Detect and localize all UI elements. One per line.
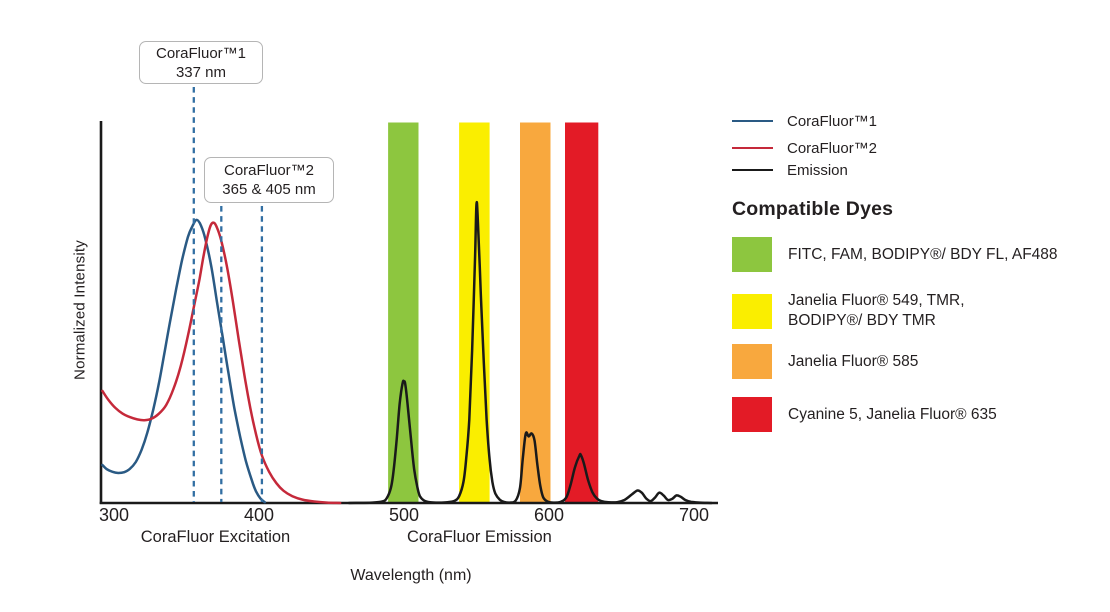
x-tick-500: 500	[388, 505, 420, 525]
annotation-title: CoraFluor™2	[223, 162, 315, 179]
axis-section-label-1: CoraFluor Emission	[406, 528, 552, 546]
dye-row-red: Cyanine 5, Janelia Fluor® 635	[732, 397, 997, 432]
series-legend: CoraFluor™1 CoraFluor™2 Emission	[732, 112, 877, 188]
legend-label-corafluor2: CoraFluor™2	[787, 139, 878, 157]
x-tick-700: 700	[678, 505, 710, 525]
y-axis-label: Normalized Intensity	[71, 240, 89, 380]
annotation-title: CoraFluor™1	[155, 44, 247, 62]
legend-item-corafluor1: CoraFluor™1	[732, 112, 877, 130]
yellow-swatch-icon	[732, 293, 772, 329]
dye-row-orange: Janelia Fluor® 585	[732, 344, 918, 379]
dye-row-green: FITC, FAM, BODIPY®/ BDY FL, AF488	[732, 237, 1058, 272]
compatible-dyes-heading: Compatible Dyes	[732, 198, 894, 220]
blue-line-sample-icon	[732, 120, 773, 122]
x-tick-300: 300	[98, 505, 130, 525]
annotation-corafluor1-337nm: CoraFluor™1 337 nm	[139, 41, 263, 84]
emission-band-green	[388, 122, 419, 503]
orange-swatch-icon	[732, 344, 772, 379]
legend-item-corafluor2: CoraFluor™2	[732, 139, 877, 157]
legend-label-corafluor1: CoraFluor™1	[787, 112, 878, 130]
legend-label-emission: Emission	[787, 161, 848, 179]
x-axis-label: Wavelength (nm)	[350, 567, 472, 584]
dye-label-yellow: Janelia Fluor® 549, TMR, BODIPY®/ BDY TM…	[788, 292, 965, 329]
dye-row-yellow: Janelia Fluor® 549, TMR, BODIPY®/ BDY TM…	[732, 291, 965, 331]
green-swatch-icon	[732, 237, 772, 272]
x-tick-600: 600	[533, 505, 565, 525]
axis-section-label-0: CoraFluor Excitation	[140, 528, 291, 546]
dye-label-orange: Janelia Fluor® 585	[788, 352, 919, 370]
black-line-sample-icon	[732, 169, 773, 171]
red-swatch-icon	[732, 397, 772, 432]
corafluor1-excitation-curve	[101, 218, 267, 504]
dye-label-green: FITC, FAM, BODIPY®/ BDY FL, AF488	[788, 245, 1058, 263]
red-line-sample-icon	[732, 147, 773, 149]
annotation-wavelength: 365 & 405 nm	[222, 181, 316, 198]
emission-curve	[347, 200, 713, 505]
x-tick-400: 400	[243, 505, 275, 525]
annotation-corafluor2-365-405nm: CoraFluor™2 365 & 405 nm	[204, 157, 334, 203]
corafluor2-excitation-curve	[101, 221, 342, 505]
spectra-chart	[99, 87, 718, 505]
dye-label-red: Cyanine 5, Janelia Fluor® 635	[788, 405, 997, 423]
legend-item-emission: Emission	[732, 161, 877, 179]
emission-band-red	[565, 122, 599, 503]
annotation-wavelength: 337 nm	[175, 63, 227, 81]
